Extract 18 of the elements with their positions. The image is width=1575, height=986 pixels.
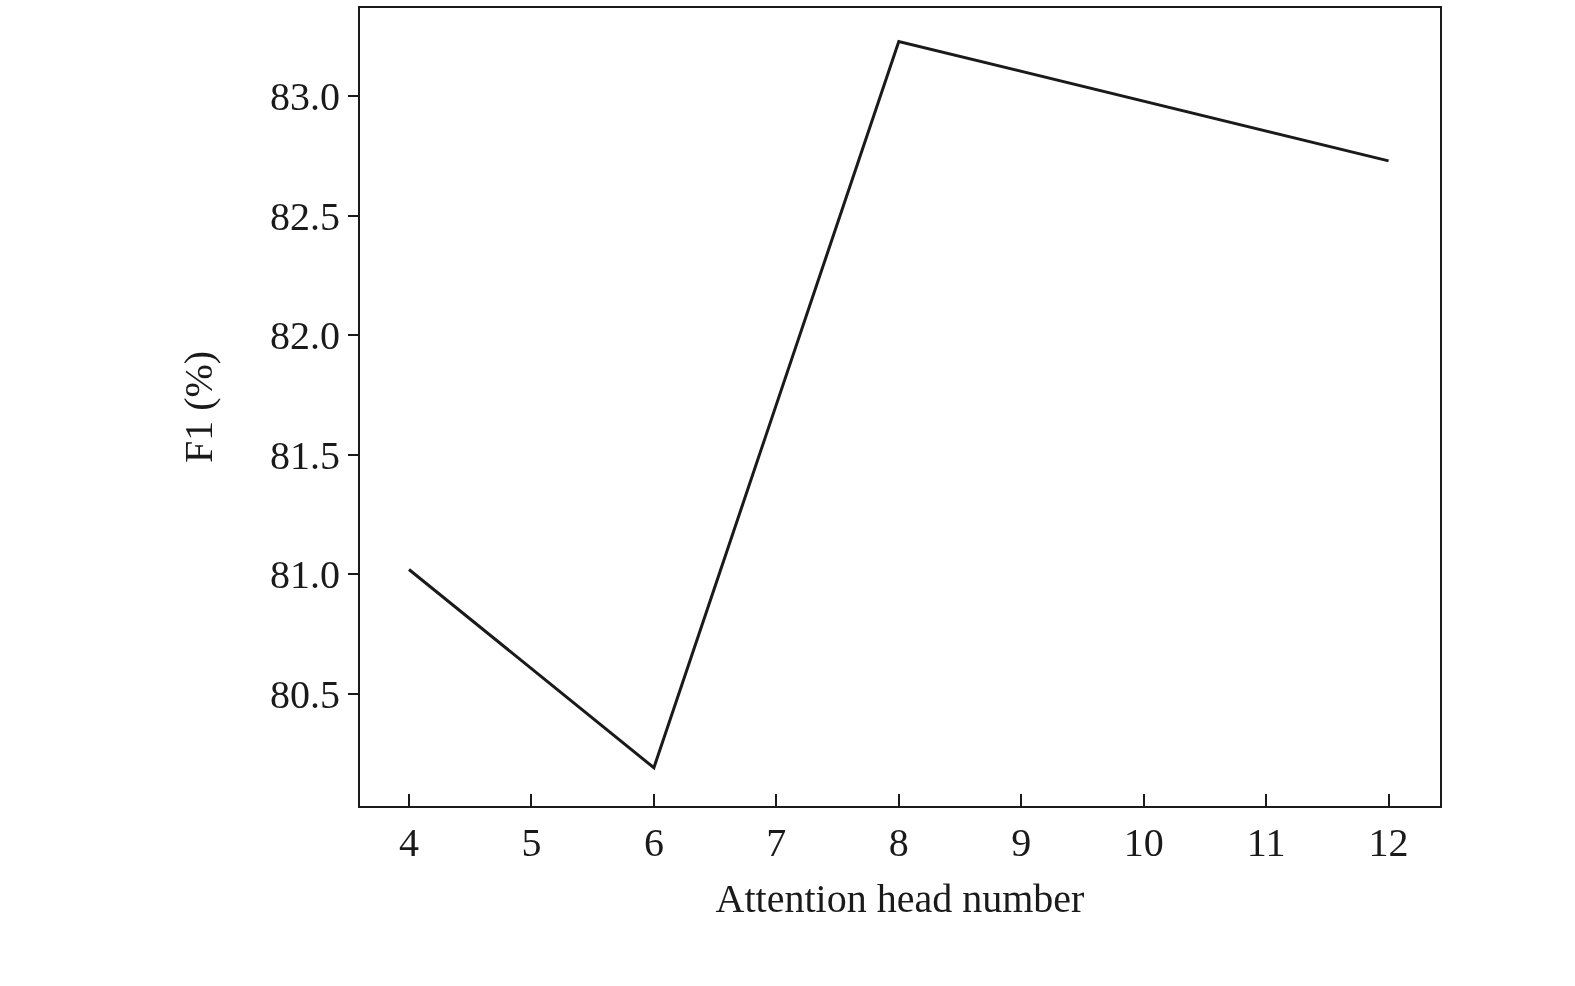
x-axis-title: Attention head number [715,876,1085,921]
y-tick-label: 80.5 [270,671,340,717]
line-series [407,39,1391,770]
y-tick-label: 82.5 [270,193,340,239]
x-tick-label: 5 [521,820,542,865]
x-tick-label: 10 [1123,820,1164,865]
y-tick-label: 83.0 [270,74,340,120]
x-tick-label: 12 [1368,820,1409,865]
x-tick-label: 8 [888,820,909,865]
x-tick-label: 7 [766,820,787,865]
x-tick-label: 4 [398,820,419,865]
x-tick-label: 6 [643,820,664,865]
x-tick-label: 9 [1011,820,1032,865]
y-tick-label: 81.0 [270,552,340,598]
y-tick-label: 82.0 [270,313,340,359]
y-tick-label: 81.5 [270,432,340,478]
y-axis-title: F1 (%) [176,350,221,464]
x-tick-label: 11 [1246,820,1286,865]
